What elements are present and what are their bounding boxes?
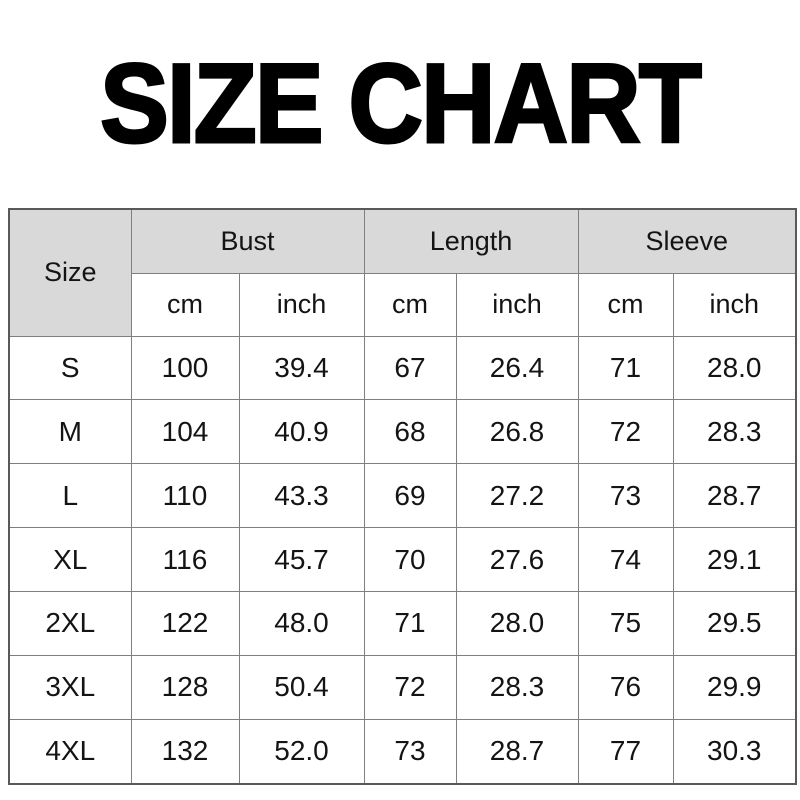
cell-bust-cm: 110 bbox=[130, 463, 240, 529]
cell-length-cm: 70 bbox=[363, 527, 457, 592]
cell-length-cm: 67 bbox=[363, 335, 457, 401]
table-row: M 104 40.9 68 26.8 72 28.3 bbox=[8, 399, 797, 465]
cell-sleeve-cm: 72 bbox=[577, 399, 674, 465]
cell-length-inch: 26.8 bbox=[455, 399, 579, 465]
cell-sleeve-inch: 28.7 bbox=[672, 463, 797, 529]
unit-header-length-inch: inch bbox=[455, 272, 579, 337]
col-group-bust: Bust bbox=[130, 208, 365, 274]
cell-length-inch: 27.2 bbox=[455, 463, 579, 529]
unit-header-bust-inch: inch bbox=[238, 272, 365, 337]
cell-bust-cm: 100 bbox=[130, 335, 240, 401]
cell-sleeve-cm: 75 bbox=[577, 590, 674, 656]
cell-sleeve-cm: 71 bbox=[577, 335, 674, 401]
size-label: 3XL bbox=[8, 654, 132, 720]
unit-header-length-cm: cm bbox=[363, 272, 457, 337]
cell-bust-cm: 116 bbox=[130, 527, 240, 592]
cell-bust-inch: 45.7 bbox=[238, 527, 365, 592]
unit-header-sleeve-cm: cm bbox=[577, 272, 674, 337]
cell-length-inch: 28.3 bbox=[455, 654, 579, 720]
cell-sleeve-inch: 30.3 bbox=[672, 718, 797, 785]
cell-length-cm: 72 bbox=[363, 654, 457, 720]
size-label: M bbox=[8, 399, 132, 465]
cell-bust-cm: 128 bbox=[130, 654, 240, 720]
cell-length-cm: 73 bbox=[363, 718, 457, 785]
cell-length-cm: 69 bbox=[363, 463, 457, 529]
table-row: XL 116 45.7 70 27.6 74 29.1 bbox=[8, 527, 797, 592]
size-label: L bbox=[8, 463, 132, 529]
cell-sleeve-inch: 29.9 bbox=[672, 654, 797, 720]
cell-bust-inch: 52.0 bbox=[238, 718, 365, 785]
table-row: 4XL 132 52.0 73 28.7 77 30.3 bbox=[8, 718, 797, 785]
cell-length-inch: 26.4 bbox=[455, 335, 579, 401]
cell-bust-cm: 132 bbox=[130, 718, 240, 785]
cell-sleeve-inch: 28.3 bbox=[672, 399, 797, 465]
cell-bust-cm: 122 bbox=[130, 590, 240, 656]
table-row: 2XL 122 48.0 71 28.0 75 29.5 bbox=[8, 590, 797, 656]
cell-length-inch: 27.6 bbox=[455, 527, 579, 592]
cell-sleeve-cm: 76 bbox=[577, 654, 674, 720]
cell-bust-inch: 39.4 bbox=[238, 335, 365, 401]
cell-length-inch: 28.0 bbox=[455, 590, 579, 656]
cell-sleeve-cm: 74 bbox=[577, 527, 674, 592]
cell-sleeve-cm: 77 bbox=[577, 718, 674, 785]
col-group-length: Length bbox=[363, 208, 579, 274]
cell-sleeve-inch: 29.5 bbox=[672, 590, 797, 656]
cell-bust-inch: 50.4 bbox=[238, 654, 365, 720]
table-row: L 110 43.3 69 27.2 73 28.7 bbox=[8, 463, 797, 529]
cell-sleeve-inch: 29.1 bbox=[672, 527, 797, 592]
cell-length-inch: 28.7 bbox=[455, 718, 579, 785]
cell-sleeve-inch: 28.0 bbox=[672, 335, 797, 401]
cell-bust-cm: 104 bbox=[130, 399, 240, 465]
cell-bust-inch: 43.3 bbox=[238, 463, 365, 529]
unit-header-bust-cm: cm bbox=[130, 272, 240, 337]
cell-bust-inch: 48.0 bbox=[238, 590, 365, 656]
size-chart-table: Size Bust Length Sleeve cm inch cm inch … bbox=[8, 208, 797, 785]
table-header-unit-row: cm inch cm inch cm inch bbox=[9, 272, 797, 337]
table-header-group-row: Size Bust Length Sleeve bbox=[8, 208, 797, 337]
page-title: SIZE CHART bbox=[99, 41, 703, 166]
table-row: S 100 39.4 67 26.4 71 28.0 bbox=[8, 335, 797, 401]
cell-bust-inch: 40.9 bbox=[238, 399, 365, 465]
size-label: XL bbox=[8, 527, 132, 592]
cell-length-cm: 71 bbox=[363, 590, 457, 656]
cell-length-cm: 68 bbox=[363, 399, 457, 465]
col-header-size: Size bbox=[8, 208, 132, 337]
size-label: 2XL bbox=[8, 590, 132, 656]
title-band: SIZE CHART bbox=[0, 0, 800, 208]
size-label: S bbox=[8, 335, 132, 401]
unit-header-sleeve-inch: inch bbox=[672, 272, 797, 337]
size-label: 4XL bbox=[8, 718, 132, 785]
cell-sleeve-cm: 73 bbox=[577, 463, 674, 529]
col-group-sleeve: Sleeve bbox=[577, 208, 797, 274]
table-row: 3XL 128 50.4 72 28.3 76 29.9 bbox=[8, 654, 797, 720]
